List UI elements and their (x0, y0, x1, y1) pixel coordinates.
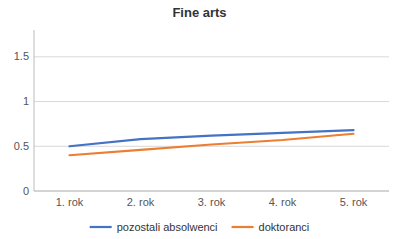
legend-swatch (90, 226, 112, 228)
y-tick-label: 1 (23, 95, 29, 107)
x-axis-line (34, 191, 389, 192)
x-tick-label: 1. rok (56, 196, 84, 208)
x-tick-label: 4. rok (269, 196, 297, 208)
grid-line (34, 191, 389, 192)
grid-line (34, 146, 389, 147)
legend-swatch (232, 226, 254, 228)
chart-container: Fine arts 0 0.5 1 1.5 1. rok 2. rok 3. rok 4. ro… (0, 0, 399, 239)
x-tick-label: 5. rok (340, 196, 368, 208)
grid-line (34, 56, 389, 57)
series-lines (70, 130, 354, 155)
x-tick-label: 3. rok (198, 196, 226, 208)
grid-line (34, 101, 389, 102)
chart-title: Fine arts (172, 5, 226, 20)
legend-label: doktoranci (259, 221, 310, 233)
legend-item: pozostali absolwenci (90, 221, 218, 233)
y-grid (34, 57, 389, 191)
chart-svg: Fine arts 0 0.5 1 1.5 1. rok 2. rok 3. rok 4. ro… (0, 0, 399, 239)
x-tick-label: 2. rok (127, 196, 155, 208)
legend-item: doktoranci (232, 221, 310, 233)
y-axis-line (34, 30, 35, 191)
legend: pozostali absolwenci doktoranci (90, 221, 310, 233)
y-tick-label: 0 (23, 185, 29, 197)
y-tick-label: 0.5 (14, 140, 29, 152)
series-line (70, 134, 354, 155)
legend-label: pozostali absolwenci (117, 221, 218, 233)
y-tick-label: 1.5 (14, 50, 29, 62)
